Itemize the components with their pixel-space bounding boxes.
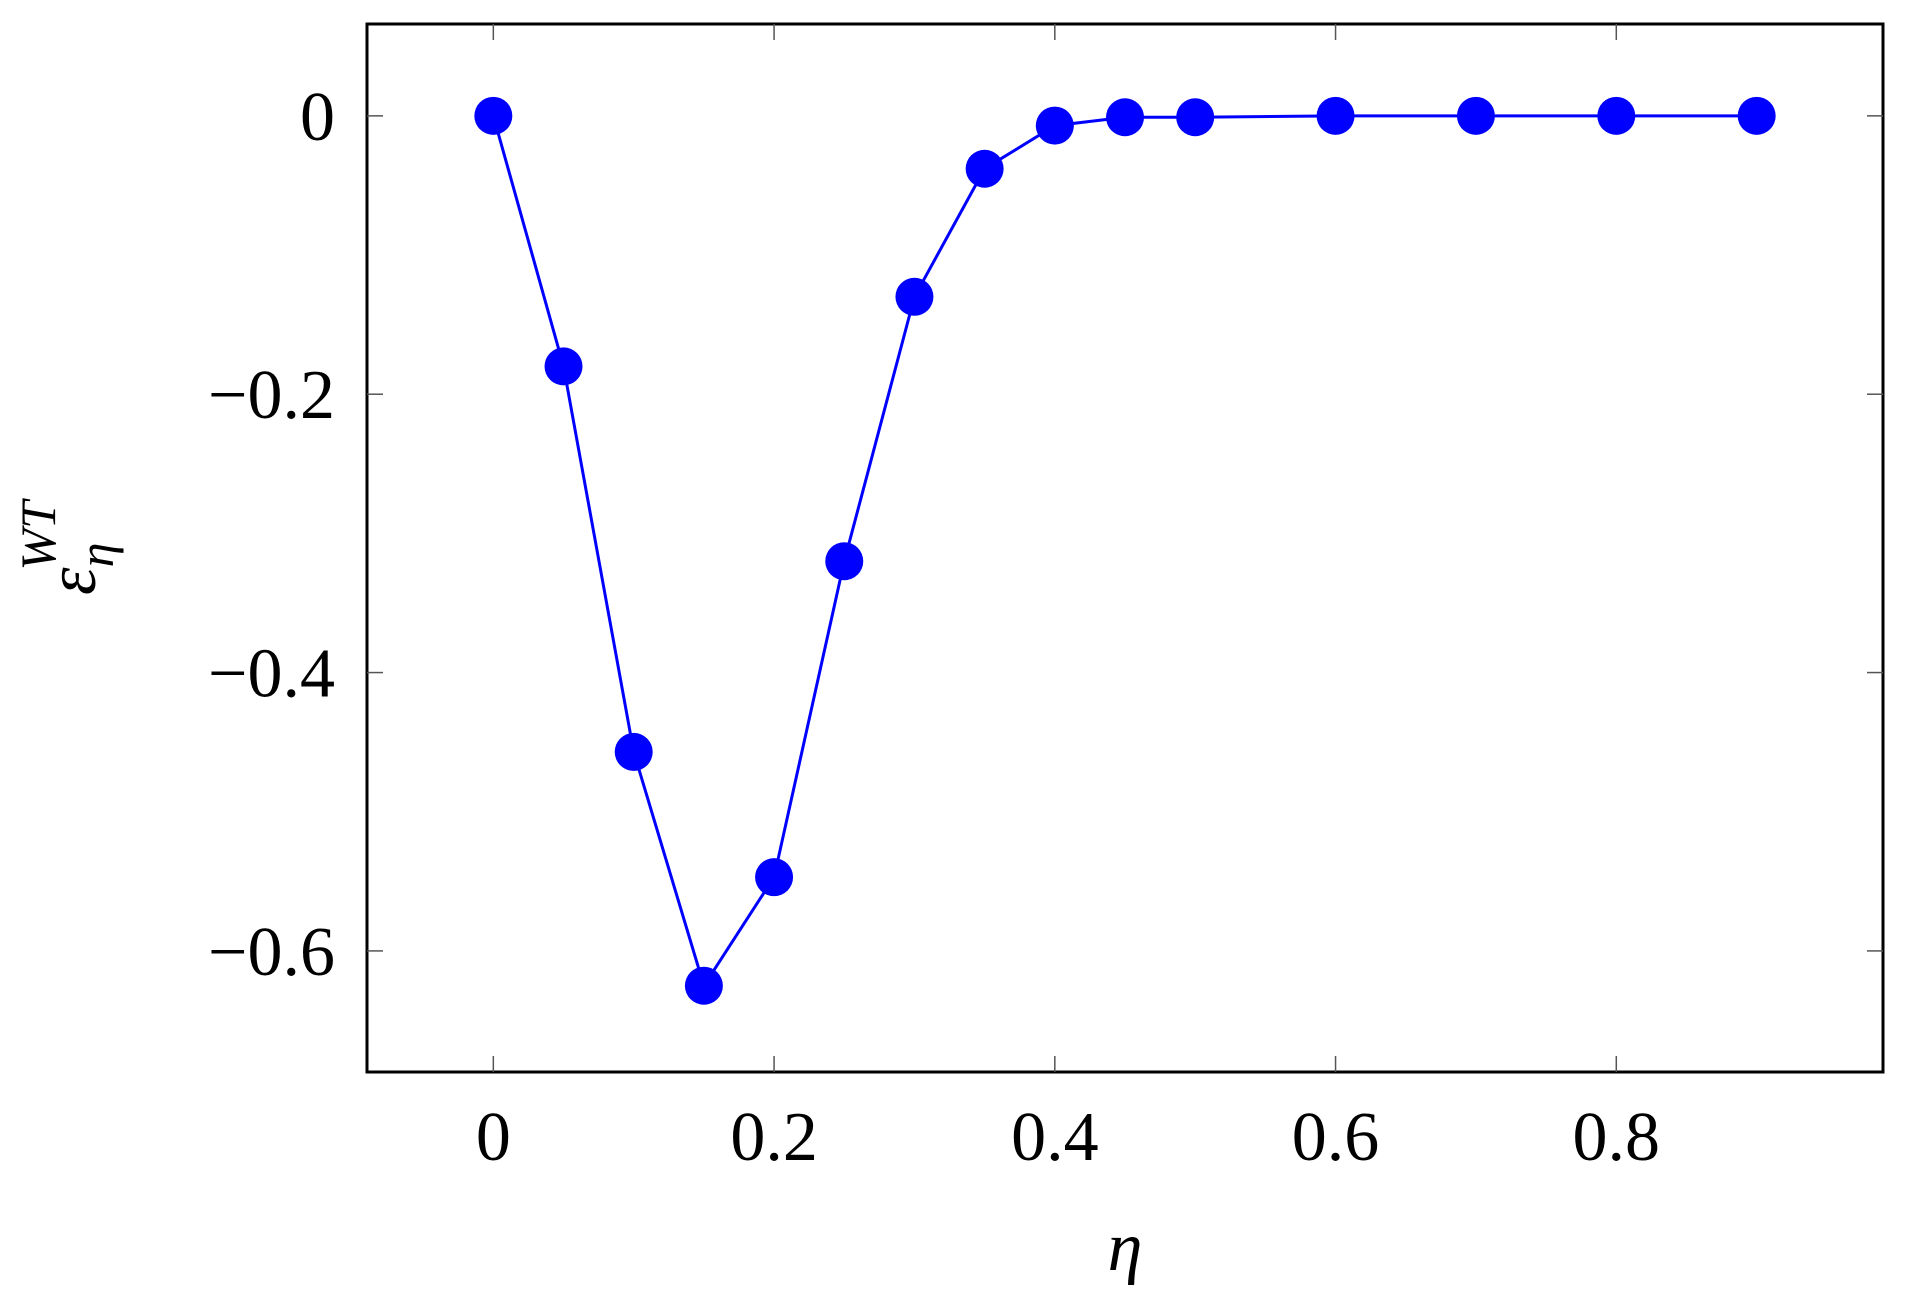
y-axis-label: εηWT: [10, 498, 124, 595]
y-tick-label: −0.6: [208, 914, 335, 991]
series-line: [491, 114, 1757, 990]
y-label-sub: η: [68, 543, 124, 568]
y-tick-label: −0.2: [208, 357, 335, 434]
x-tick-label: 0: [476, 1099, 511, 1176]
data-point: [1176, 98, 1215, 137]
data-point: [1106, 98, 1144, 137]
x-tick-label: 0.4: [1011, 1099, 1099, 1176]
data-point: [474, 96, 513, 135]
data-point: [1597, 96, 1636, 135]
data-point: [895, 277, 934, 316]
y-tick-label: 0: [300, 79, 335, 156]
y-label-sup: WT: [10, 498, 66, 571]
data-point: [1737, 96, 1776, 135]
data-point: [825, 542, 864, 581]
data-point: [1456, 96, 1495, 135]
x-tick-label: 0.6: [1292, 1099, 1380, 1176]
data-point: [614, 732, 653, 771]
data-point: [1035, 106, 1074, 145]
y-label-base: ε: [34, 567, 111, 595]
data-point: [965, 149, 1004, 188]
x-axis-label: η: [1108, 1209, 1143, 1286]
y-tick-label: −0.4: [208, 636, 335, 713]
x-tick-label: 0.8: [1573, 1099, 1661, 1176]
data-point: [1316, 96, 1355, 135]
x-tick-label: 0.2: [730, 1099, 818, 1176]
data-point: [544, 347, 583, 386]
plot-frame: [365, 22, 1885, 1074]
data-point: [684, 966, 723, 1005]
data-point: [755, 858, 794, 897]
